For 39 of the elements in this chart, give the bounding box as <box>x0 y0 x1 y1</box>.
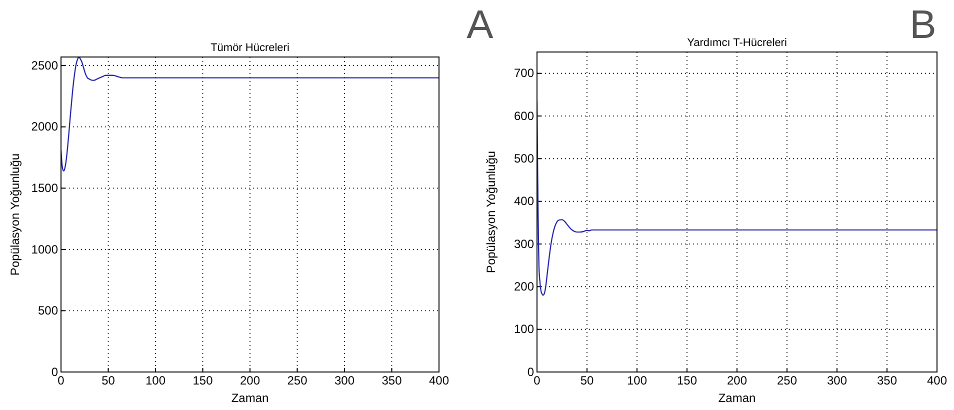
y-tick-label: 200 <box>514 280 534 294</box>
chart-title: Tümör Hücreleri <box>210 42 290 54</box>
y-axis-title: Popülasyon Yoğunluğu <box>484 150 498 274</box>
x-tick-label: 400 <box>428 374 450 388</box>
y-tick-label: 700 <box>514 66 534 80</box>
x-tick-label: 150 <box>676 374 698 388</box>
y-tick-label: 300 <box>514 236 534 251</box>
x-tick-label: 250 <box>287 374 308 388</box>
x-tick-label: 300 <box>826 374 848 388</box>
x-tick-label: 350 <box>876 374 898 388</box>
x-tick-label: 100 <box>626 374 648 388</box>
y-tick-label: 0 <box>527 364 534 379</box>
x-tick-label: 100 <box>145 374 166 388</box>
x-axis-title: Zaman <box>718 391 756 405</box>
x-tick-label: 300 <box>334 374 355 388</box>
x-tick-label: 150 <box>192 374 214 388</box>
y-tick-label: 1500 <box>31 180 58 195</box>
y-tick-label: 500 <box>514 152 534 166</box>
line-series <box>61 57 439 172</box>
y-tick-label: 0 <box>51 364 58 379</box>
chart-title: Yardımcı T-Hücreleri <box>687 37 787 49</box>
x-tick-label: 200 <box>240 374 260 388</box>
y-tick-label: 2000 <box>31 120 58 134</box>
x-axis-title: Zaman <box>231 391 269 405</box>
x-tick-label: 250 <box>776 374 798 388</box>
y-tick-label: 100 <box>514 322 534 336</box>
x-tick-label: 400 <box>926 374 948 388</box>
x-tick-label: 50 <box>102 374 116 388</box>
y-tick-label: 2500 <box>31 58 58 72</box>
y-tick-label: 600 <box>514 108 534 123</box>
x-tick-label: 50 <box>580 374 594 388</box>
y-tick-label: 1000 <box>31 242 58 256</box>
text: A <box>466 3 494 47</box>
y-tick-label: 400 <box>514 194 534 208</box>
text: B <box>910 3 936 47</box>
x-tick-label: 200 <box>726 374 748 388</box>
y-axis-title: Popülasyon Yoğunluğu <box>8 153 22 276</box>
x-tick-label: 350 <box>382 374 402 388</box>
y-tick-label: 500 <box>38 304 58 318</box>
